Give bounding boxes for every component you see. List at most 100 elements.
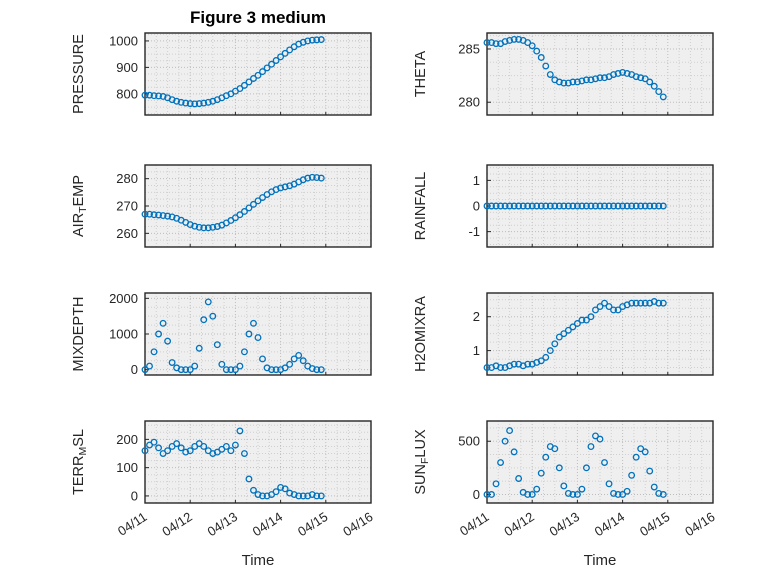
data-point [546, 202, 554, 210]
data-point [304, 174, 312, 182]
data-point [524, 491, 532, 498]
data-point [501, 38, 509, 45]
data-point [191, 362, 199, 370]
data-point [488, 39, 495, 47]
data-point [250, 200, 257, 208]
data-point [177, 366, 185, 374]
data-point [537, 357, 545, 365]
data-point [632, 202, 640, 210]
data-point [164, 447, 172, 455]
y-tick-label: 2000 [109, 291, 138, 306]
data-point [150, 438, 158, 446]
axis-box [144, 420, 372, 504]
y-axis-label-main: MIXDEPTH [71, 297, 87, 372]
y-tick-labels: -1 0 1 [468, 173, 480, 239]
data-point [177, 444, 185, 452]
data-point [528, 42, 536, 50]
data-point [560, 79, 568, 87]
data-point [650, 483, 658, 491]
chart-svg: 0 100 200 04/11 04/12 04/13 04/14 04/15 04/16 TER… [71, 420, 376, 539]
chart-svg: 260 270 280 AIRTEMP [71, 164, 372, 248]
data-point [141, 366, 149, 374]
data-point [542, 202, 550, 210]
y-tick-labels: 0 1000 2000 [109, 291, 138, 377]
data-series [483, 202, 667, 210]
data-point [592, 432, 599, 440]
data-point [191, 222, 199, 230]
data-point [263, 64, 271, 72]
plot-background [145, 421, 371, 503]
x-tick-label: 04/11 [115, 509, 150, 539]
data-point [610, 489, 618, 497]
tick-marks [486, 316, 714, 375]
data-point [317, 492, 325, 500]
data-point [497, 364, 505, 371]
data-point [268, 60, 276, 68]
data-point [146, 362, 153, 370]
subplot-rainfall: -1 0 1 RAINFALL [413, 164, 714, 248]
data-point [281, 183, 289, 191]
chart-svg: 800 900 1000 PRESSURE [71, 32, 372, 116]
data-point [159, 93, 167, 100]
data-point [272, 366, 280, 374]
data-point [173, 97, 181, 105]
data-point [510, 360, 518, 368]
data-point [533, 485, 541, 493]
data-point [573, 202, 581, 210]
data-point [614, 202, 622, 210]
data-point [250, 75, 257, 82]
data-point [501, 202, 509, 210]
data-point [213, 341, 221, 349]
data-point [560, 202, 568, 210]
x-tick-label: 04/15 [637, 509, 672, 539]
data-point [650, 82, 658, 90]
axis-box [486, 32, 714, 116]
y-axis-label: PRESSURE [71, 34, 87, 114]
y-axis-label-main: AIR [71, 213, 87, 237]
y-axis-label-main: PRESSURE [71, 34, 87, 114]
data-point [515, 202, 523, 210]
x-tick-label: 04/12 [501, 509, 536, 539]
data-point [623, 487, 631, 495]
data-point [155, 330, 163, 338]
data-point [601, 202, 608, 210]
tick-marks [144, 178, 372, 247]
data-point [186, 447, 194, 455]
data-point [304, 37, 312, 45]
data-point [168, 213, 176, 221]
data-point [573, 491, 581, 498]
data-point [628, 299, 636, 307]
data-point [492, 40, 500, 48]
data-point [537, 469, 545, 477]
chart-svg: 0 500 04/11 04/12 04/13 04/14 04/15 04/16 SUNFLU… [413, 420, 718, 539]
data-point [245, 475, 253, 483]
data-point [200, 442, 208, 450]
y-tick-label: 0 [473, 487, 480, 502]
data-point [488, 491, 495, 498]
data-point [555, 333, 563, 341]
data-point [254, 71, 262, 79]
data-point [646, 202, 654, 210]
data-point [578, 316, 586, 324]
data-point [655, 88, 663, 96]
data-point [488, 202, 495, 210]
data-point [659, 202, 667, 210]
data-point [655, 299, 663, 307]
data-point [231, 366, 239, 374]
y-axis-label-subscript: T [77, 206, 89, 213]
data-point [632, 453, 640, 461]
subplot-pressure: 800 900 1000 PRESSURE [71, 32, 372, 116]
data-point [582, 202, 590, 210]
data-point [528, 202, 536, 210]
x-tick-label: 04/14 [250, 509, 285, 539]
data-point [619, 491, 627, 498]
data-point [313, 492, 321, 500]
data-point [182, 366, 190, 374]
data-point [515, 475, 523, 482]
data-point [578, 202, 586, 210]
data-point [601, 74, 608, 82]
data-point [546, 71, 554, 78]
data-point [218, 360, 226, 368]
